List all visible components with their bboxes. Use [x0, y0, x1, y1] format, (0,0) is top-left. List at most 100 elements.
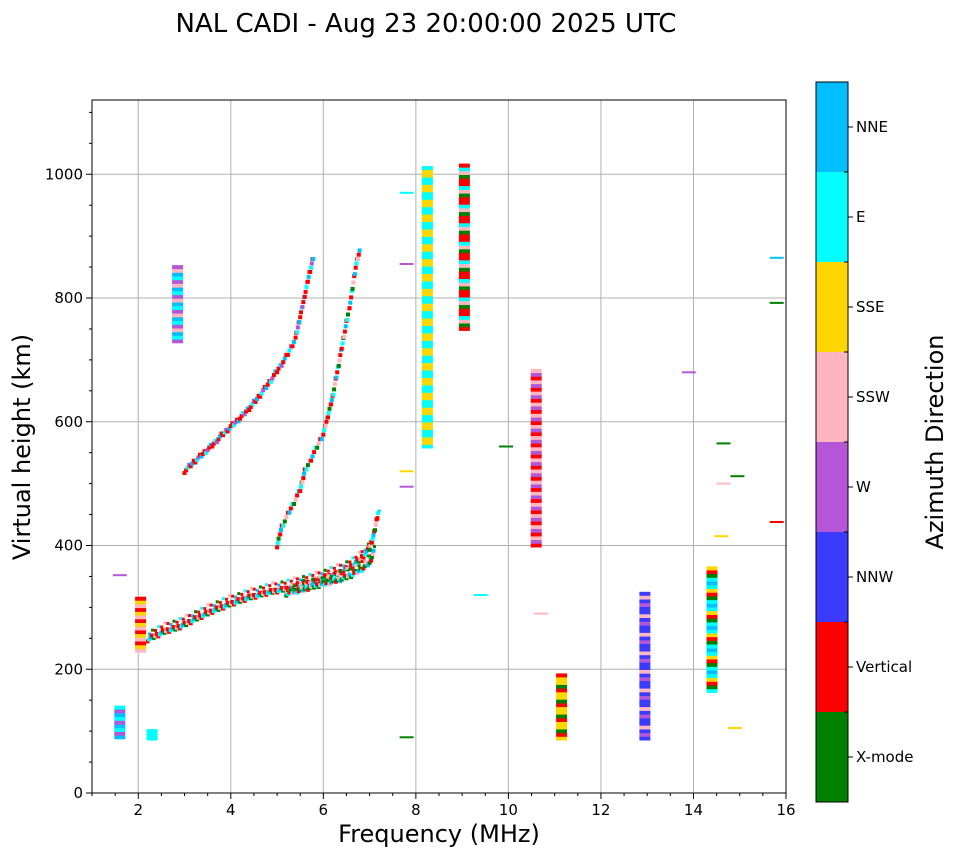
- trace-echo: [182, 471, 187, 476]
- echo-column-strip: [530, 450, 542, 455]
- trace-echo: [160, 625, 164, 629]
- echo-column-strip: [421, 236, 433, 241]
- isolated-echo: [399, 485, 414, 488]
- trace-echo: [376, 511, 381, 516]
- trace-echo: [221, 433, 226, 438]
- isolated-echo: [112, 574, 127, 577]
- trace-echo: [244, 409, 249, 414]
- echo-column-strip: [114, 735, 126, 740]
- trace-echo: [258, 590, 263, 595]
- trace-echo: [306, 274, 311, 279]
- trace-echo: [288, 506, 293, 511]
- echo-column-strip: [421, 310, 433, 315]
- trace-echo: [336, 572, 339, 576]
- x-tick-label: 14: [684, 801, 703, 819]
- trace-echo: [360, 560, 364, 564]
- echo-column-strip: [706, 625, 718, 630]
- echo-column-strip: [421, 277, 433, 282]
- isolated-echo: [399, 263, 414, 265]
- echo-column-strip: [421, 359, 433, 364]
- echo-column-strip: [421, 414, 433, 419]
- echo-column-strip: [458, 178, 470, 183]
- trace-echo: [326, 579, 330, 584]
- echo-column-strip: [421, 374, 433, 378]
- echo-column-strip: [530, 539, 542, 544]
- echo-column-strip: [556, 721, 568, 726]
- echo-column-strip: [421, 166, 433, 171]
- trace-echo: [345, 317, 350, 322]
- echo-column-strip: [706, 674, 718, 679]
- echo-column-strip: [135, 645, 147, 649]
- echo-column-strip: [530, 417, 542, 422]
- trace-echo: [310, 454, 315, 459]
- echo-column-strip: [421, 325, 433, 330]
- trace-echo: [225, 429, 230, 434]
- trace-echo: [347, 306, 352, 311]
- trace-echo: [218, 434, 222, 439]
- trace-echo: [203, 607, 207, 611]
- trace-echo: [323, 568, 327, 572]
- trace-echo: [264, 385, 269, 390]
- trace-echo: [176, 623, 181, 628]
- echo-column-strip: [135, 607, 147, 612]
- trace-echo: [326, 415, 330, 420]
- echo-column-strip: [530, 506, 542, 511]
- trace-echo: [289, 579, 293, 583]
- trace-echo: [231, 423, 236, 428]
- echo-column-strip: [458, 215, 470, 220]
- echo-column-strip: [639, 736, 651, 741]
- trace-echo: [339, 346, 344, 351]
- trace-echo: [194, 457, 199, 462]
- echo-column-strip: [172, 313, 184, 318]
- trace-echo: [356, 257, 360, 261]
- echo-column-strip: [639, 688, 651, 693]
- echo-column-strip: [458, 167, 470, 172]
- echo-column-strip: [706, 596, 718, 601]
- echo-column-strip: [458, 204, 470, 209]
- trace-echo: [160, 628, 165, 633]
- trace-echo: [338, 353, 343, 358]
- trace-echo: [350, 286, 355, 291]
- trace-echo: [304, 585, 309, 590]
- trace-echo: [322, 428, 327, 433]
- echo-column-strip: [421, 440, 433, 445]
- trace-echo: [321, 432, 326, 437]
- echo-column-strip: [458, 223, 470, 227]
- trace-echo: [354, 261, 359, 266]
- echo-column-strip: [706, 588, 718, 593]
- echo-column-strip: [421, 195, 433, 200]
- echo-column-strip: [146, 736, 158, 741]
- trace-echo: [354, 564, 358, 567]
- trace-echo: [175, 620, 179, 624]
- echo-column-strip: [706, 599, 718, 604]
- echo-column-strip: [530, 524, 542, 529]
- echo-column-strip: [530, 406, 542, 411]
- trace-echo: [316, 576, 321, 581]
- data-marks: [112, 163, 784, 741]
- trace-echo: [303, 289, 308, 294]
- trace-echo: [248, 404, 253, 409]
- x-axis-label: Frequency (MHz): [338, 820, 540, 848]
- echo-column-strip: [639, 703, 651, 708]
- echo-column-strip: [639, 647, 651, 652]
- echo-column-strip: [706, 644, 718, 649]
- echo-column-strip: [421, 273, 433, 278]
- colorbar-frame: [815, 81, 849, 803]
- trace-echo: [253, 399, 258, 404]
- trace-echo: [272, 372, 276, 377]
- trace-echo: [373, 528, 377, 533]
- echo-column-strip: [421, 329, 433, 334]
- echo-column-strip: [458, 200, 470, 205]
- trace-echo: [268, 588, 273, 592]
- trace-echo: [317, 575, 321, 579]
- trace-echo: [293, 588, 298, 592]
- trace-echo: [302, 471, 307, 476]
- colorbar-segment: [816, 352, 848, 442]
- echo-column-strip: [421, 270, 433, 274]
- echo-column-strip: [639, 673, 651, 678]
- trace-echo: [292, 502, 296, 506]
- echo-column-strip: [458, 197, 470, 201]
- echo-column-strip: [530, 383, 542, 388]
- trace-echo: [337, 358, 342, 363]
- echo-column-strip: [639, 729, 651, 734]
